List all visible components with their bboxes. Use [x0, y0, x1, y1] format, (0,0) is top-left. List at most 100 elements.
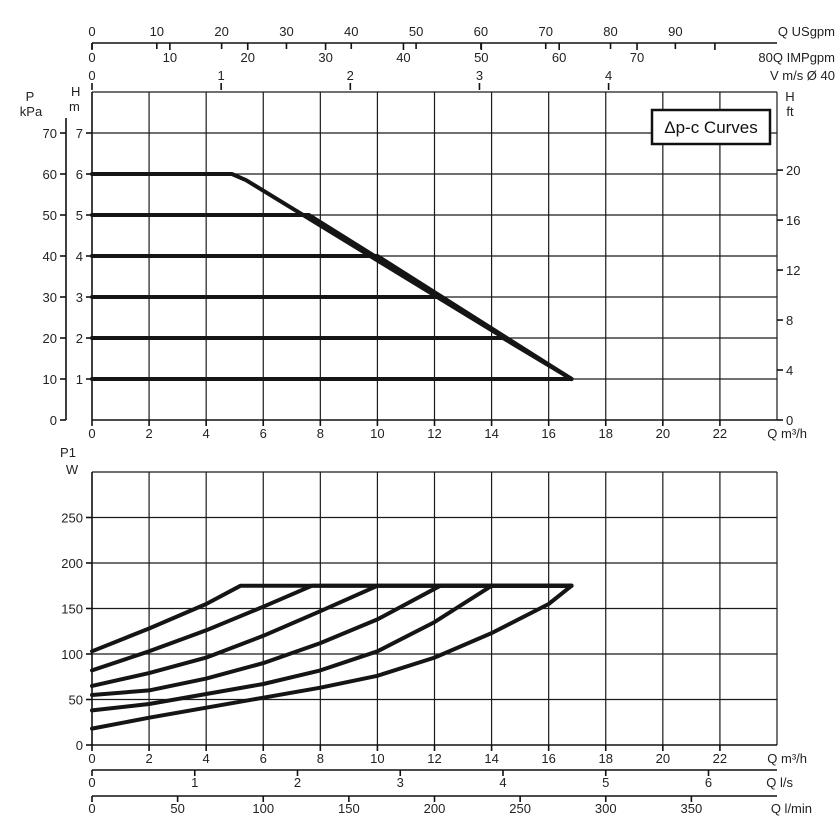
ls-axis-label: Q l/s	[766, 775, 793, 790]
lmin-axis-label: Q l/min	[771, 801, 812, 816]
power-curve-2	[90, 583, 574, 673]
legend-box-label: Δp-c Curves	[664, 118, 758, 137]
power-tick-label: 0	[76, 738, 83, 753]
power-tick-label: 50	[69, 693, 83, 708]
q-tick-label-lower: 22	[713, 751, 727, 766]
power-tick-label: 200	[61, 556, 83, 571]
q-tick-label-upper: 20	[656, 426, 670, 441]
pressure-tick-label: 30	[43, 290, 57, 305]
lmin-tick-label: 350	[681, 801, 703, 816]
q-axis-label-upper: Q m³/h	[767, 426, 807, 441]
head-ft-tick-label: 8	[786, 313, 793, 328]
power-tick-label: 250	[61, 511, 83, 526]
head-m-tick-label: 1	[76, 372, 83, 387]
velocity-tick-label: 1	[218, 68, 225, 83]
lmin-tick-label: 150	[338, 801, 360, 816]
q-tick-label-upper: 8	[317, 426, 324, 441]
q-tick-label-lower: 2	[145, 751, 152, 766]
head-m-axis-label: H	[71, 84, 80, 99]
impgpm-tick-label: 30	[318, 50, 332, 65]
q-tick-label-lower: 0	[88, 751, 95, 766]
ls-tick-label: 1	[191, 775, 198, 790]
pressure-tick-label: 10	[43, 372, 57, 387]
head-ft-tick-label: 0	[786, 413, 793, 428]
q-tick-label-lower: 4	[203, 751, 210, 766]
pressure-tick-label: 60	[43, 167, 57, 182]
head-curve-2	[90, 336, 574, 381]
head-curve-6	[90, 172, 574, 381]
q-tick-label-upper: 4	[203, 426, 210, 441]
head-ft-tick-label: 16	[786, 213, 800, 228]
usgpm-tick-label: 20	[214, 24, 228, 39]
power-curve-5	[90, 583, 574, 713]
head-ft-tick-label: 12	[786, 263, 800, 278]
bottom-axes: 0 2 4 6 8 10 12 14 16 18 20 22 Q m³/h0 1 2 3 4 5 6 Q l/s0 50…	[88, 745, 812, 816]
impgpm-tick-label: 0	[88, 50, 95, 65]
power-chart: 0 50 100 150 200 250 P1 W	[60, 445, 778, 753]
q-tick-label-upper: 14	[484, 426, 498, 441]
q-tick-label-upper: 0	[88, 426, 95, 441]
q-tick-label-upper: 2	[145, 426, 152, 441]
ls-tick-label: 0	[88, 775, 95, 790]
head-ft-axis-label: H	[785, 89, 794, 104]
ls-tick-label: 6	[705, 775, 712, 790]
pressure-axis-label: P	[26, 89, 35, 104]
q-tick-label-lower: 8	[317, 751, 324, 766]
usgpm-tick-label: 50	[409, 24, 423, 39]
head-ft-tick-label: 20	[786, 163, 800, 178]
pressure-tick-label: 40	[43, 249, 57, 264]
velocity-tick-label: 0	[88, 68, 95, 83]
usgpm-tick-label: 60	[474, 24, 488, 39]
usgpm-tick-label: 70	[538, 24, 552, 39]
power-curve-3	[90, 583, 574, 688]
velocity-tick-label: 4	[605, 68, 612, 83]
lmin-tick-label: 250	[509, 801, 531, 816]
usgpm-tick-label: 90	[668, 24, 682, 39]
impgpm-tick-label: 60	[552, 50, 566, 65]
head-m-tick-label: 5	[76, 208, 83, 223]
power-axis-unit: W	[66, 462, 79, 477]
velocity-axis-label: V m/s Ø 40	[770, 68, 835, 83]
q-axis-label-lower: Q m³/h	[767, 751, 807, 766]
pressure-tick-label: 70	[43, 126, 57, 141]
impgpm-tick-label: 20	[240, 50, 254, 65]
lmin-tick-label: 200	[424, 801, 446, 816]
power-tick-label: 150	[61, 602, 83, 617]
impgpm-tick-label: 40	[396, 50, 410, 65]
usgpm-tick-label: 10	[150, 24, 164, 39]
q-tick-label-upper: 10	[370, 426, 384, 441]
head-m-tick-label: 4	[76, 249, 83, 264]
head-m-axis-unit: m	[69, 99, 80, 114]
impgpm-tick-label: 70	[630, 50, 644, 65]
q-tick-label-lower: 16	[541, 751, 555, 766]
lmin-tick-label: 300	[595, 801, 617, 816]
q-tick-label-lower: 14	[484, 751, 498, 766]
usgpm-tick-label: 40	[344, 24, 358, 39]
velocity-tick-label: 3	[476, 68, 483, 83]
q-tick-label-upper: 16	[541, 426, 555, 441]
q-tick-label-lower: 10	[370, 751, 384, 766]
head-ft-axis-unit: ft	[786, 104, 794, 119]
pressure-tick-label: 50	[43, 208, 57, 223]
power-curve-4	[90, 583, 574, 697]
head-m-tick-label: 3	[76, 290, 83, 305]
head-ft-tick-label: 4	[786, 363, 793, 378]
q-tick-label-lower: 6	[260, 751, 267, 766]
q-tick-label-lower: 18	[599, 751, 613, 766]
lmin-tick-label: 100	[252, 801, 274, 816]
power-curve-6	[90, 583, 574, 731]
usgpm-axis-label: Q USgpm	[778, 24, 835, 39]
pressure-tick-label: 0	[50, 413, 57, 428]
ls-tick-label: 5	[602, 775, 609, 790]
power-curve-1	[90, 583, 574, 654]
usgpm-tick-label: 0	[88, 24, 95, 39]
usgpm-tick-label: 30	[279, 24, 293, 39]
pressure-tick-label: 20	[43, 331, 57, 346]
pressure-axis-unit: kPa	[20, 104, 43, 119]
head-curve-4	[90, 254, 574, 381]
q-tick-label-upper: 6	[260, 426, 267, 441]
head-chart: 1234567Hm010203040506070PkPa048121620Hft…	[20, 84, 807, 441]
head-m-tick-label: 6	[76, 167, 83, 182]
q-tick-label-upper: 12	[427, 426, 441, 441]
velocity-tick-label: 2	[347, 68, 354, 83]
